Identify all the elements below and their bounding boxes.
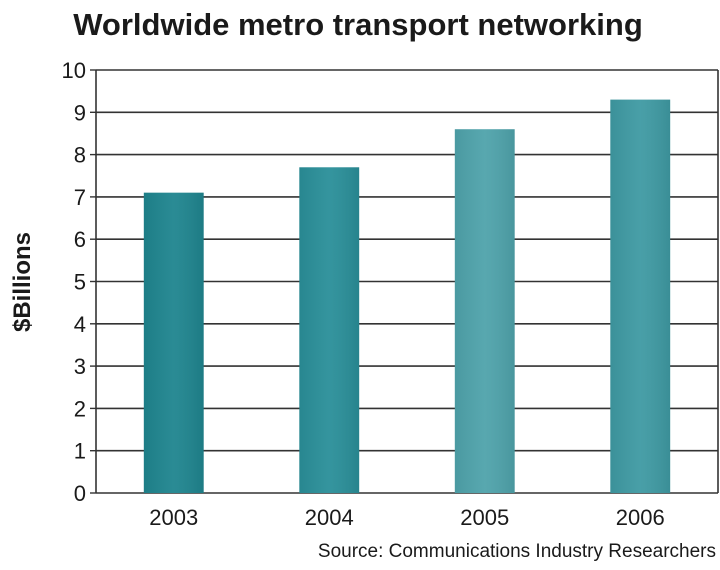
x-tick-label: 2006 — [616, 505, 665, 530]
y-tick-label: 2 — [74, 396, 86, 421]
bar-shading — [454, 129, 515, 493]
bar-shading — [299, 167, 360, 494]
bar-shading — [143, 192, 204, 494]
bars — [143, 99, 671, 494]
chart-title: Worldwide metro transport networking — [73, 7, 643, 42]
bar-shading — [610, 99, 671, 494]
y-tick-label: 4 — [74, 312, 86, 337]
y-tick-label: 3 — [74, 354, 86, 379]
y-tick-label: 6 — [74, 227, 86, 252]
y-axis-label: $Billions — [9, 232, 36, 332]
y-tick-label: 10 — [62, 58, 86, 83]
x-tick-label: 2003 — [149, 505, 198, 530]
y-axis-ticks: 0 1 2 3 4 5 6 7 8 9 10 — [62, 58, 86, 506]
y-tick-label: 9 — [74, 100, 86, 125]
y-tick-label: 0 — [74, 481, 86, 506]
x-tick-label: 2005 — [460, 505, 509, 530]
y-tick-label: 8 — [74, 143, 86, 168]
y-tick-label: 5 — [74, 270, 86, 295]
x-tick-label: 2004 — [305, 505, 354, 530]
source-note: Source: Communications Industry Research… — [318, 541, 716, 562]
y-tick-label: 1 — [74, 439, 86, 464]
y-tick-label: 7 — [74, 185, 86, 210]
x-axis-ticks: 2003 2004 2005 2006 — [149, 505, 664, 530]
